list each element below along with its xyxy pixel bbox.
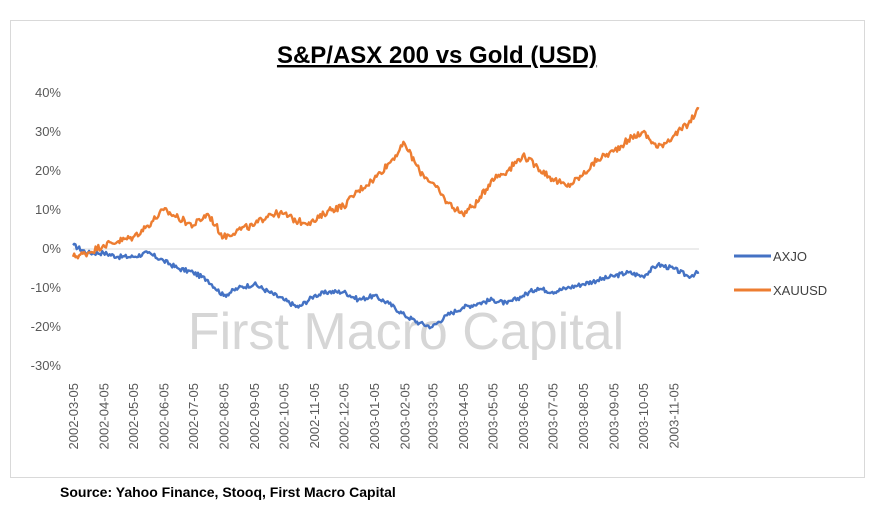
x-tick-label: 2003-07-05: [545, 383, 560, 450]
x-tick-label: 2003-11-05: [666, 383, 681, 449]
y-tick-label: 30%: [35, 124, 61, 139]
x-tick-label: 2002-10-05: [277, 383, 292, 450]
x-tick-label: 2003-02-05: [398, 383, 413, 450]
x-tick-label: 2002-09-05: [247, 383, 262, 450]
x-tick-label: 2003-04-05: [456, 383, 471, 450]
chart-frame: First Macro Capital S&P/ASX 200 vs Gold …: [10, 20, 865, 478]
y-tick-label: 10%: [35, 202, 61, 217]
legend-label-xauusd: XAUUSD: [773, 283, 827, 298]
y-tick-label: -20%: [31, 319, 62, 334]
line-chart: First Macro Capital S&P/ASX 200 vs Gold …: [31, 42, 828, 450]
x-tick-label: 2003-05-05: [485, 383, 500, 450]
legend: AXJO XAUUSD: [734, 249, 827, 298]
x-tick-label: 2003-10-05: [636, 383, 651, 450]
series-layer: [71, 106, 700, 330]
watermark-text: First Macro Capital: [188, 303, 624, 361]
x-axis: 2002-03-05 2002-04-05 2002-05-05 2002-06-05…: [66, 248, 699, 450]
x-tick-label: 2002-11-05: [307, 383, 322, 449]
y-axis: 40% 30% 20% 10% 0% -10% -20% -30%: [31, 85, 62, 373]
x-tick-label: 2003-08-05: [576, 383, 591, 450]
x-tick-label: 2002-08-05: [217, 383, 232, 450]
x-tick-label: 2002-04-05: [97, 383, 112, 450]
x-tick-label: 2003-03-05: [425, 383, 440, 450]
y-tick-label: 0%: [42, 241, 61, 256]
y-tick-label: 40%: [35, 85, 61, 100]
series-line-axjo: [72, 242, 700, 330]
x-tick-label: 2002-05-05: [126, 383, 141, 450]
x-tick-label: 2002-03-05: [66, 383, 81, 450]
y-tick-label: 20%: [35, 163, 61, 178]
legend-label-axjo: AXJO: [773, 249, 807, 264]
x-tick-label: 2003-01-05: [367, 383, 382, 450]
y-tick-label: -10%: [31, 280, 62, 295]
x-tick-label: 2003-09-05: [606, 383, 621, 450]
series-line-xauusd: [71, 106, 700, 260]
x-tick-label: 2002-06-05: [157, 383, 172, 450]
source-note: Source: Yahoo Finance, Stooq, First Macr…: [60, 484, 396, 500]
x-tick-label: 2002-07-05: [186, 383, 201, 450]
x-tick-label: 2003-06-05: [516, 383, 531, 450]
x-tick-label: 2002-12-05: [337, 383, 352, 450]
chart-title: S&P/ASX 200 vs Gold (USD): [277, 42, 597, 69]
y-tick-label: -30%: [31, 358, 62, 373]
